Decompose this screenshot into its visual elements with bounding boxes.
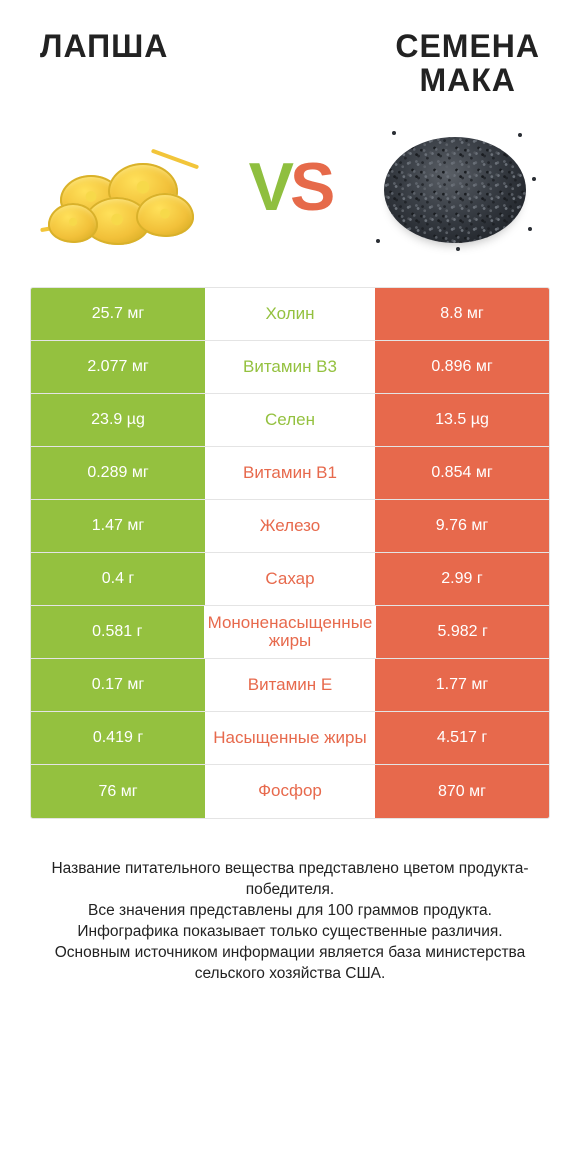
table-row: 23.9 µgСелен13.5 µg <box>31 394 549 447</box>
right-value-cell: 0.854 мг <box>375 447 549 499</box>
table-row: 0.289 мгВитамин B10.854 мг <box>31 447 549 500</box>
nutrient-label-cell: Витамин B3 <box>205 341 375 393</box>
left-value-cell: 0.419 г <box>31 712 205 764</box>
nutrient-label-cell: Железо <box>205 500 375 552</box>
left-value-cell: 0.17 мг <box>31 659 205 711</box>
vs-s-letter: S <box>290 149 331 225</box>
vs-v-letter: V <box>249 149 290 225</box>
table-row: 0.419 гНасыщенные жиры4.517 г <box>31 712 549 765</box>
footer-line-1: Название питательного вещества представл… <box>36 859 544 901</box>
table-row: 0.581 гМононенасыщенные жиры5.982 г <box>31 606 549 659</box>
nutrient-label-cell: Фосфор <box>205 765 375 818</box>
comparison-table: 25.7 мгХолин8.8 мг2.077 мгВитамин B30.89… <box>30 287 550 819</box>
left-product-title: ЛАПША <box>40 30 168 64</box>
right-value-cell: 4.517 г <box>375 712 549 764</box>
right-value-cell: 870 мг <box>375 765 549 818</box>
table-row: 2.077 мгВитамин B30.896 мг <box>31 341 549 394</box>
right-value-cell: 8.8 мг <box>375 288 549 340</box>
table-row: 25.7 мгХолин8.8 мг <box>31 288 549 341</box>
hero-row: VS <box>30 107 550 287</box>
nutrient-label-cell: Витамин E <box>205 659 375 711</box>
poppy-seeds-icon <box>370 117 540 257</box>
footer-text: Название питательного вещества представл… <box>30 859 550 985</box>
nutrient-label-cell: Насыщенные жиры <box>205 712 375 764</box>
left-value-cell: 23.9 µg <box>31 394 205 446</box>
left-value-cell: 1.47 мг <box>31 500 205 552</box>
nutrient-label-cell: Холин <box>205 288 375 340</box>
left-product-image <box>40 117 210 257</box>
footer-line-3: Инфографика показывает только существенн… <box>36 922 544 943</box>
left-value-cell: 0.289 мг <box>31 447 205 499</box>
table-row: 0.17 мгВитамин E1.77 мг <box>31 659 549 712</box>
right-value-cell: 1.77 мг <box>375 659 549 711</box>
right-product-title: СЕМЕНА МАКА <box>395 30 540 97</box>
right-value-cell: 9.76 мг <box>375 500 549 552</box>
nutrient-label-cell: Мононенасыщенные жиры <box>204 606 377 658</box>
titles-row: ЛАПША СЕМЕНА МАКА <box>30 30 550 107</box>
table-row: 0.4 гСахар2.99 г <box>31 553 549 606</box>
left-value-cell: 2.077 мг <box>31 341 205 393</box>
nutrient-label-cell: Витамин B1 <box>205 447 375 499</box>
footer-line-4: Основным источником информации является … <box>36 943 544 985</box>
table-row: 76 мгФосфор870 мг <box>31 765 549 818</box>
left-value-cell: 25.7 мг <box>31 288 205 340</box>
right-product-image <box>370 117 540 257</box>
footer-line-2: Все значения представлены для 100 граммо… <box>36 901 544 922</box>
right-value-cell: 0.896 мг <box>375 341 549 393</box>
table-row: 1.47 мгЖелезо9.76 мг <box>31 500 549 553</box>
left-value-cell: 0.581 г <box>31 606 204 658</box>
nutrient-label-cell: Селен <box>205 394 375 446</box>
noodle-icon <box>40 127 210 247</box>
vs-label: VS <box>249 148 332 226</box>
left-value-cell: 76 мг <box>31 765 205 818</box>
right-value-cell: 13.5 µg <box>375 394 549 446</box>
right-value-cell: 5.982 г <box>376 606 549 658</box>
right-value-cell: 2.99 г <box>375 553 549 605</box>
nutrient-label-cell: Сахар <box>205 553 375 605</box>
left-value-cell: 0.4 г <box>31 553 205 605</box>
